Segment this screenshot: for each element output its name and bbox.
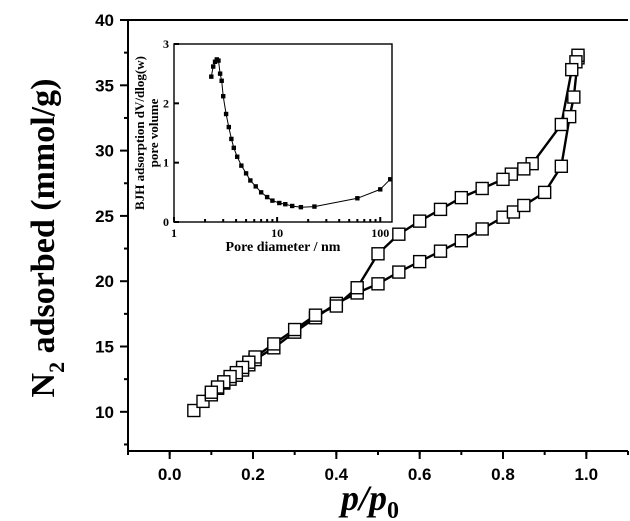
data-point	[475, 222, 489, 236]
inset-data-point	[283, 202, 288, 207]
inset-data-point	[221, 94, 226, 99]
inset-data-point	[234, 154, 240, 159]
inset-data-point	[248, 178, 253, 183]
inset-frame	[173, 43, 393, 223]
inset-data-point	[277, 200, 282, 206]
data-point	[412, 214, 427, 228]
data-point	[475, 181, 489, 196]
data-point	[554, 117, 569, 132]
inset-data-point	[219, 78, 224, 83]
inset-data-point	[289, 203, 295, 209]
inset-data-point	[298, 204, 304, 210]
inset-series-line	[210, 58, 391, 208]
y-tick-label: 10	[95, 403, 114, 422]
inset-data-point	[211, 64, 216, 69]
inset-data-point	[355, 196, 360, 201]
inset-data-point	[223, 111, 229, 117]
y-tick-label: 15	[95, 338, 114, 357]
x-tick-label: 0.2	[241, 465, 265, 484]
data-point	[433, 244, 448, 258]
data-point	[496, 172, 510, 187]
y-tick-label: 30	[95, 142, 114, 161]
data-point	[287, 322, 302, 337]
inset-data-point	[378, 187, 383, 192]
inset-data-point	[312, 204, 317, 209]
inset-data-point	[239, 163, 244, 168]
x-tick-label: 0.6	[408, 465, 432, 484]
y-tick-label: 40	[95, 11, 114, 30]
data-point	[565, 62, 579, 77]
inset-y-axis-title-2: pore volume	[146, 98, 161, 167]
x-tick-label: 0.4	[325, 465, 349, 484]
x-tick-label: 0.8	[491, 465, 515, 484]
data-point	[433, 202, 448, 217]
main-series	[187, 48, 585, 418]
data-point	[517, 198, 531, 213]
inset-series	[209, 57, 393, 210]
data-point	[329, 299, 344, 313]
x-axis-title: p/p0	[338, 478, 399, 521]
inset-y-tick-label: 2	[163, 96, 169, 110]
inset-data-point	[217, 71, 223, 76]
data-point	[454, 234, 469, 248]
inset-x-axis-title: Pore diameter / nm	[226, 240, 341, 255]
y-tick-label: 25	[95, 207, 114, 226]
inset-y-tick-label: 3	[163, 37, 169, 51]
data-point	[412, 254, 427, 269]
inset-data-point	[264, 194, 270, 200]
inset-data-point	[209, 74, 214, 79]
x-axis-title-sub: 0	[387, 498, 399, 521]
inset-data-point	[258, 190, 264, 195]
inset-y-tick-label: 0	[163, 215, 169, 229]
y-axis-title-main: N	[25, 372, 62, 397]
y-axis-title: N2 adsorbed (mmol/g)	[25, 79, 69, 398]
y-tick-label: 20	[95, 272, 114, 291]
data-point	[267, 337, 281, 351]
inset-data-point	[243, 171, 249, 176]
inset-data-point	[212, 59, 218, 64]
inset-data-point	[253, 184, 258, 189]
y-tick-label: 35	[95, 76, 114, 95]
data-point	[392, 265, 406, 279]
data-point	[537, 185, 552, 200]
data-point	[350, 281, 364, 295]
y-axis-title-sub: 2	[44, 362, 69, 373]
x-tick-label: 1.0	[575, 465, 599, 484]
data-point	[371, 277, 385, 291]
inset-y-tick-label: 1	[163, 156, 169, 170]
inset-data-point	[270, 198, 275, 203]
data-point	[567, 90, 581, 104]
data-point	[454, 190, 469, 205]
data-point	[392, 227, 406, 241]
data-point	[554, 159, 569, 173]
data-point	[371, 247, 385, 261]
inset-x-tick-label: 10	[271, 226, 283, 240]
inset-x-tick-label: 1	[171, 226, 177, 240]
inset-y-axis-title: BJH adsorption dV/dlog(w)	[132, 56, 147, 210]
inset-data-point	[231, 145, 236, 151]
y-axis-title-rest: adsorbed (mmol/g)	[25, 79, 62, 362]
inset-data-point	[226, 124, 232, 130]
inset-data-point	[388, 177, 393, 182]
inset-x-tick-label: 100	[371, 226, 389, 240]
data-point	[308, 308, 323, 322]
data-point	[204, 385, 219, 399]
inset-data-point	[216, 58, 221, 63]
x-tick-label: 0.0	[158, 465, 182, 484]
inset-data-point	[229, 136, 234, 142]
data-point	[517, 162, 531, 176]
x-axis-title-main: p/p	[338, 478, 387, 518]
